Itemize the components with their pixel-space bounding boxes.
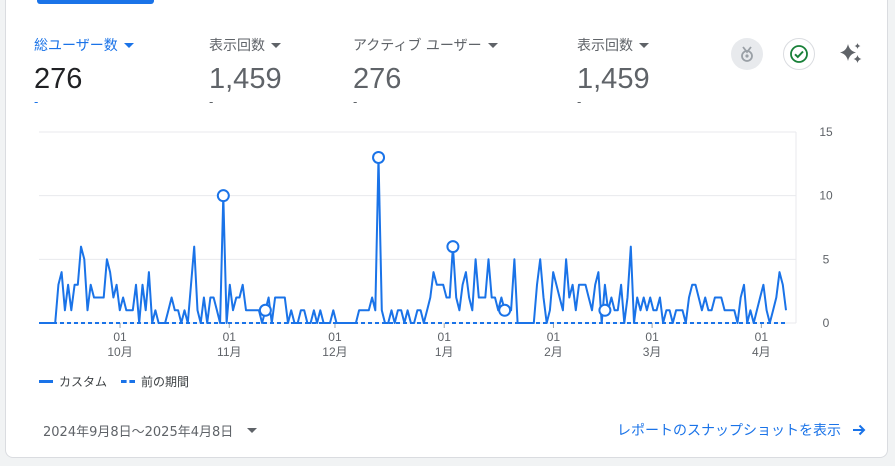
report-link-text: レポートのスナップショットを表示	[617, 423, 841, 439]
annotation-marker	[446, 240, 460, 254]
metric-active-users[interactable]: アクティブ ユーザー 276 -	[353, 36, 498, 109]
metric-label: 表示回数	[209, 36, 282, 54]
x-tick-month: 12月	[322, 345, 347, 359]
y-tick-label: 10	[819, 189, 833, 203]
view-report-snapshot-link[interactable]: レポートのスナップショットを表示	[617, 420, 867, 440]
y-tick-label: 15	[819, 125, 833, 139]
metric-delta: -	[209, 95, 214, 109]
check-circle-icon-glyph	[790, 45, 808, 63]
metric-label-text: 表示回数	[209, 38, 265, 54]
metric-delta: -	[34, 95, 39, 109]
metric-label: アクティブ ユーザー	[353, 36, 498, 54]
metric-views-2[interactable]: 表示回数 1,459 -	[577, 36, 650, 109]
report-card: 総ユーザー数 276 - 表示回数 1,459 - アクティブ ユーザー 276…	[5, 0, 888, 458]
active-metric-indicator	[37, 0, 154, 4]
x-tick-month: 3月	[643, 345, 662, 359]
x-tick-day: 01	[755, 330, 769, 344]
chevron-down-icon	[247, 428, 258, 433]
legend-previous[interactable]: 前の期間	[121, 373, 189, 390]
metric-value: 276	[353, 63, 402, 95]
metric-value: 1,459	[209, 63, 282, 95]
chart-legend: カスタム 前の期間	[39, 373, 189, 390]
sparkle-icon-glyph	[840, 43, 862, 63]
x-tick-month: 11月	[217, 345, 241, 359]
x-tick-day: 01	[645, 330, 659, 344]
x-tick-month: 4月	[752, 345, 771, 359]
series-current-line	[39, 156, 787, 324]
annotation-marker	[598, 303, 612, 317]
annotation-marker	[258, 303, 272, 317]
legend-previous-label: 前の期間	[141, 375, 190, 389]
legend-dashed-swatch	[121, 380, 136, 383]
legend-solid-swatch	[39, 380, 53, 383]
metric-delta: -	[353, 95, 358, 109]
metric-label-text: アクティブ ユーザー	[353, 38, 482, 54]
legend-current-label: カスタム	[59, 375, 108, 389]
chevron-down-icon[interactable]	[271, 42, 281, 48]
x-tick-day: 01	[113, 330, 127, 344]
y-tick-label: 5	[823, 252, 830, 266]
metric-total-users[interactable]: 総ユーザー数 276 -	[34, 36, 134, 109]
x-tick-day: 01	[328, 330, 342, 344]
x-tick-month: 2月	[544, 345, 563, 359]
chevron-down-icon[interactable]	[123, 42, 134, 48]
legend-current[interactable]: カスタム	[39, 373, 107, 390]
metric-views[interactable]: 表示回数 1,459 -	[209, 36, 282, 109]
chevron-down-icon[interactable]	[639, 42, 649, 48]
metric-label: 総ユーザー数	[34, 36, 134, 54]
check-circle-icon[interactable]	[783, 38, 815, 70]
metric-value: 1,459	[577, 63, 650, 95]
metric-label-text: 総ユーザー数	[34, 38, 118, 54]
annotation-marker	[372, 150, 386, 164]
date-range-text: 2024年9月8日～2025年4月8日	[43, 425, 234, 440]
x-tick-day: 01	[438, 330, 452, 344]
annotation-marker	[498, 303, 512, 317]
badge-icon-glyph	[741, 46, 753, 62]
y-tick-label: 0	[823, 316, 830, 330]
x-tick-day: 01	[547, 330, 561, 344]
x-tick-month: 1月	[435, 345, 454, 359]
arrow-right-icon	[853, 424, 866, 436]
metric-label: 表示回数	[577, 36, 650, 54]
x-tick-day: 01	[223, 330, 237, 344]
metric-label-text: 表示回数	[577, 38, 633, 54]
chevron-down-icon[interactable]	[487, 42, 498, 48]
x-tick-month: 10月	[107, 345, 132, 359]
date-range-selector[interactable]: 2024年9月8日～2025年4月8日	[43, 421, 258, 440]
header-actions	[731, 38, 867, 70]
metric-delta: -	[577, 95, 582, 109]
annotation-marker	[216, 189, 230, 203]
badge-icon[interactable]	[731, 38, 763, 70]
metric-value: 276	[34, 63, 83, 95]
sparkle-icon[interactable]	[835, 38, 867, 70]
